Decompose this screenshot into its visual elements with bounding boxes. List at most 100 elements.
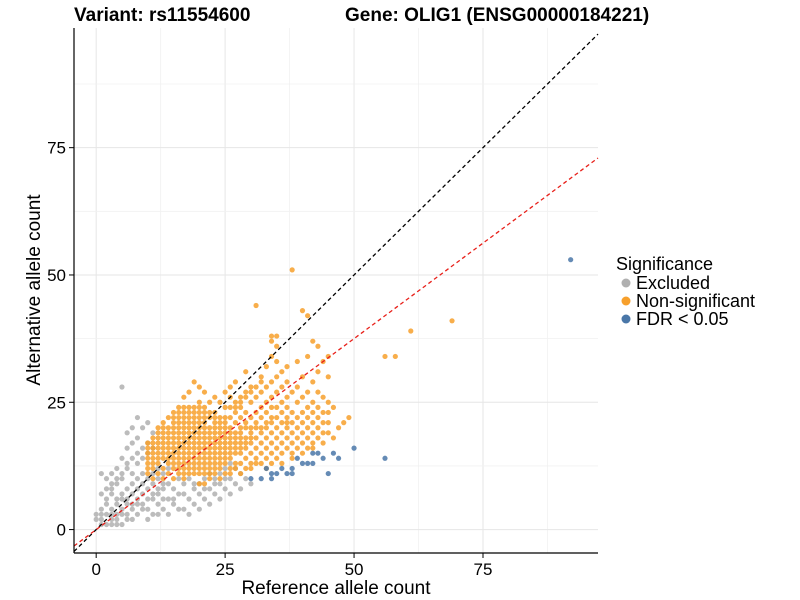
point-non-significant	[196, 409, 202, 416]
point-excluded	[201, 486, 208, 492]
point-excluded	[114, 476, 120, 482]
point-excluded	[103, 496, 110, 502]
point-non-significant	[201, 460, 208, 466]
point-non-significant	[305, 425, 311, 431]
point-non-significant	[310, 420, 316, 426]
point-non-significant	[320, 430, 326, 436]
point-non-significant	[212, 465, 218, 472]
point-non-significant	[227, 465, 233, 472]
reference-line-fit	[73, 157, 599, 547]
point-excluded	[222, 465, 228, 472]
point-non-significant	[253, 435, 259, 441]
point-fdr-0-05	[568, 257, 574, 263]
point-excluded	[217, 470, 223, 477]
point-non-significant	[191, 425, 197, 431]
point-non-significant	[165, 435, 171, 441]
point-non-significant	[207, 430, 213, 436]
point-excluded	[134, 414, 141, 421]
point-non-significant	[181, 394, 187, 400]
point-non-significant	[279, 430, 285, 436]
point-non-significant	[258, 460, 264, 466]
point-non-significant	[299, 450, 306, 456]
point-excluded	[134, 511, 141, 517]
point-excluded	[155, 486, 161, 492]
point-excluded	[98, 516, 104, 522]
point-fdr-0-05	[294, 455, 300, 461]
point-excluded	[103, 486, 110, 492]
point-non-significant	[325, 399, 331, 405]
point-non-significant	[165, 430, 171, 436]
point-excluded	[150, 481, 156, 487]
point-non-significant	[176, 440, 182, 446]
point-excluded	[165, 465, 171, 472]
point-non-significant	[279, 440, 285, 446]
point-fdr-0-05	[310, 460, 316, 466]
y-tick-label: 50	[47, 266, 66, 285]
point-excluded	[124, 511, 130, 517]
point-non-significant	[222, 455, 228, 461]
point-excluded	[98, 491, 104, 497]
point-non-significant	[160, 455, 166, 461]
point-non-significant	[294, 445, 300, 451]
point-non-significant	[207, 409, 213, 416]
point-non-significant	[237, 470, 244, 477]
point-non-significant	[196, 420, 202, 426]
point-non-significant	[176, 409, 182, 416]
point-fdr-0-05	[310, 450, 316, 456]
point-non-significant	[248, 440, 254, 446]
point-non-significant	[196, 445, 202, 451]
y-axis-label: Alternative allele count	[24, 194, 45, 386]
point-non-significant	[181, 455, 187, 461]
legend: Significance Excluded Non-significant FD…	[616, 254, 755, 329]
point-non-significant	[248, 430, 254, 436]
point-non-significant	[289, 389, 295, 395]
point-non-significant	[191, 435, 197, 441]
point-fdr-0-05	[351, 445, 357, 451]
point-excluded	[119, 496, 125, 502]
point-non-significant	[155, 445, 161, 451]
point-non-significant	[181, 409, 187, 416]
point-excluded	[134, 501, 141, 507]
point-non-significant	[315, 435, 321, 441]
point-non-significant	[274, 358, 280, 365]
point-non-significant	[222, 435, 228, 441]
point-non-significant	[181, 470, 187, 477]
point-non-significant	[191, 409, 197, 416]
point-non-significant	[181, 414, 187, 421]
point-non-significant	[294, 425, 300, 431]
point-non-significant	[155, 455, 161, 461]
point-excluded	[114, 481, 120, 487]
point-non-significant	[305, 353, 311, 360]
title-variant: Variant: rs11554600	[74, 5, 250, 26]
point-excluded	[124, 465, 130, 472]
point-non-significant	[274, 414, 280, 421]
point-non-significant	[279, 384, 285, 390]
point-non-significant	[150, 435, 156, 441]
point-non-significant	[325, 409, 331, 416]
y-tick-label: 25	[47, 393, 66, 412]
point-non-significant	[201, 409, 208, 416]
point-excluded	[129, 501, 135, 507]
point-non-significant	[320, 409, 326, 416]
point-non-significant	[217, 460, 223, 466]
point-non-significant	[212, 450, 218, 456]
point-non-significant	[196, 470, 202, 477]
reference-line-identity	[73, 33, 599, 552]
point-non-significant	[222, 450, 228, 456]
point-excluded	[139, 425, 146, 431]
point-non-significant	[155, 460, 161, 466]
point-non-significant	[243, 455, 249, 461]
point-non-significant	[243, 465, 249, 472]
point-excluded	[134, 435, 141, 441]
point-non-significant	[289, 420, 295, 426]
point-excluded	[186, 511, 192, 517]
point-non-significant	[274, 374, 280, 380]
point-non-significant	[274, 343, 280, 349]
point-excluded	[129, 506, 135, 512]
point-non-significant	[176, 435, 182, 441]
point-non-significant	[217, 430, 223, 436]
point-non-significant	[217, 420, 223, 426]
point-excluded	[150, 491, 156, 497]
point-non-significant	[217, 399, 223, 405]
point-non-significant	[181, 460, 187, 466]
